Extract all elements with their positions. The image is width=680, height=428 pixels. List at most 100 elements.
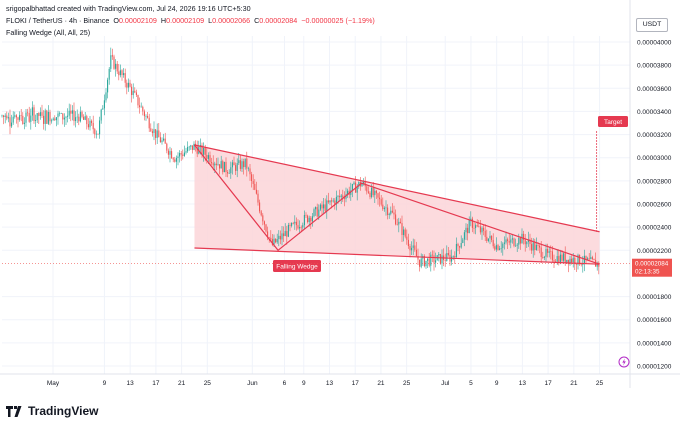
author-line: srigopalbhattad created with TradingView…	[6, 4, 251, 13]
candle-body	[79, 111, 81, 122]
candle-body	[367, 191, 369, 193]
candle-body	[417, 256, 419, 260]
candle-body	[220, 161, 222, 169]
candle-body	[537, 244, 539, 246]
candle-body	[25, 112, 27, 123]
candle-body	[483, 227, 485, 231]
candle-body	[172, 158, 174, 160]
candle-body	[100, 109, 102, 121]
symbol-title[interactable]: FLOKI / TetherUS · 4h · Binance	[6, 16, 110, 25]
y-tick-label: 0.00003200	[637, 132, 672, 139]
currency-button[interactable]: USDT	[636, 18, 668, 32]
candle-body	[233, 162, 235, 166]
candle-body	[478, 226, 480, 227]
candle-body	[127, 82, 129, 88]
candle-body	[505, 239, 507, 243]
tradingview-logo-icon	[6, 405, 22, 417]
candle-body	[566, 259, 568, 263]
candle-body	[332, 200, 334, 202]
candle-body	[257, 193, 259, 203]
candle-body	[142, 106, 144, 112]
candle-body	[132, 90, 134, 96]
falling-wedge-label: Falling Wedge	[273, 260, 321, 272]
candle-body	[260, 211, 262, 216]
candle-body	[55, 117, 57, 121]
candle-body	[540, 247, 542, 258]
candle-body	[196, 146, 198, 154]
candle-body	[81, 111, 83, 117]
candle-body	[430, 254, 432, 266]
candle-body	[547, 249, 549, 253]
candle-body	[588, 258, 590, 260]
candle-body	[17, 117, 19, 120]
candle-body	[467, 227, 469, 234]
candle-body	[316, 207, 318, 217]
y-tick-label: 0.00003000	[637, 155, 672, 162]
indicator-legend[interactable]: Falling Wedge (All, All, 25)	[6, 28, 91, 37]
candle-body	[377, 193, 379, 198]
candle-body	[326, 200, 328, 212]
candle-body	[441, 255, 443, 264]
candle-body	[107, 79, 109, 93]
candle-body	[423, 256, 425, 267]
candle-body	[291, 223, 293, 226]
candle-body	[30, 115, 32, 122]
candle-body	[102, 108, 104, 110]
candle-body	[479, 226, 481, 233]
candle-body	[187, 147, 189, 152]
candle-body	[182, 154, 184, 156]
candle-body	[297, 225, 299, 229]
candles	[1, 47, 600, 275]
candle-body	[542, 257, 544, 258]
candle-body	[263, 221, 265, 225]
candle-body	[230, 167, 232, 174]
candle-body	[369, 192, 371, 198]
candle-body	[331, 200, 333, 202]
candle-body	[356, 186, 358, 193]
candle-body	[94, 129, 96, 135]
candle-body	[587, 258, 589, 260]
candle-body	[527, 239, 529, 242]
candle-body	[339, 196, 341, 198]
candle-body	[223, 161, 225, 173]
candle-body	[156, 130, 158, 138]
candle-body	[65, 116, 67, 118]
candle-body	[323, 204, 325, 209]
candle-body	[353, 182, 355, 185]
candle-body	[22, 115, 24, 124]
candle-body	[350, 190, 352, 195]
candle-body	[307, 215, 309, 223]
wedge-fill	[194, 144, 600, 265]
x-tick-label: 21	[178, 380, 186, 387]
candle-body	[468, 220, 470, 234]
candle-body	[358, 182, 360, 187]
candle-body	[265, 224, 267, 232]
candle-body	[28, 112, 30, 122]
candle-body	[191, 145, 193, 150]
candle-body	[366, 186, 368, 192]
candle-body	[580, 264, 582, 265]
candle-body	[318, 209, 320, 217]
candle-body	[451, 256, 453, 262]
y-tick-label: 0.00003400	[637, 109, 672, 116]
candle-body	[361, 183, 363, 187]
candle-body	[11, 122, 13, 127]
candle-body	[598, 262, 600, 267]
candle-body	[270, 237, 272, 240]
candle-body	[134, 90, 136, 93]
candle-body	[303, 215, 305, 226]
candle-body	[212, 163, 214, 166]
candle-body	[46, 110, 48, 124]
candle-body	[420, 258, 422, 267]
candle-body	[431, 254, 433, 256]
candle-body	[385, 207, 387, 209]
candle-body	[174, 159, 176, 162]
candle-body	[236, 163, 238, 171]
candle-body	[531, 244, 533, 251]
candle-body	[372, 187, 374, 196]
candle-body	[575, 264, 577, 265]
candle-body	[475, 225, 477, 229]
candle-body	[283, 233, 285, 237]
candle-body	[524, 239, 526, 245]
